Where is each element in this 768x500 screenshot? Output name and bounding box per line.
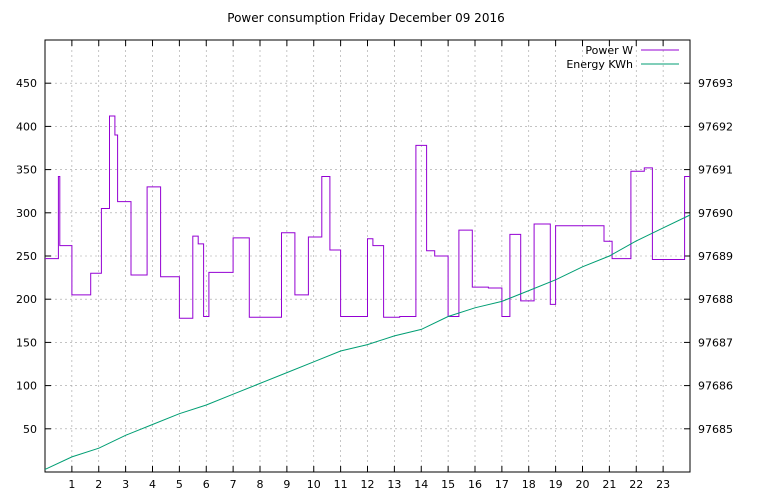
y-tick-label: 450 bbox=[16, 77, 37, 90]
x-tick-label: 11 bbox=[334, 478, 348, 491]
x-tick-label: 22 bbox=[629, 478, 643, 491]
chart-title: Power consumption Friday December 09 201… bbox=[227, 11, 504, 25]
y-tick-label: 200 bbox=[16, 293, 37, 306]
x-tick-label: 5 bbox=[176, 478, 183, 491]
x-tick-label: 3 bbox=[122, 478, 129, 491]
x-tick-label: 8 bbox=[257, 478, 264, 491]
x-tick-label: 14 bbox=[414, 478, 428, 491]
x-tick-label: 7 bbox=[230, 478, 237, 491]
legend: Power W Energy KWh bbox=[566, 44, 679, 71]
grid bbox=[45, 40, 690, 472]
x-tick-label: 19 bbox=[549, 478, 563, 491]
x-tick-label: 4 bbox=[149, 478, 156, 491]
y2-tick-label: 97692 bbox=[698, 120, 733, 133]
x-tick-label: 1 bbox=[68, 478, 75, 491]
y-tick-label: 250 bbox=[16, 250, 37, 263]
x-tick-label: 10 bbox=[307, 478, 321, 491]
x-tick-label: 17 bbox=[495, 478, 509, 491]
series-line-energy-kwh bbox=[44, 214, 691, 470]
y2-tick-label: 97691 bbox=[698, 164, 733, 177]
y-tick-label: 50 bbox=[23, 423, 37, 436]
y2-tick-label: 97690 bbox=[698, 207, 733, 220]
y-tick-label: 150 bbox=[16, 336, 37, 349]
y-tick-label: 350 bbox=[16, 164, 37, 177]
x-tick-label: 18 bbox=[522, 478, 536, 491]
ticks: 1 2 3 4 5 6 7 8 9 10 11 12 13 14 15 16 17 18 19 20 21 22 23501… bbox=[16, 40, 733, 491]
y2-tick-label: 97693 bbox=[698, 77, 733, 90]
x-tick-label: 15 bbox=[441, 478, 455, 491]
series bbox=[44, 115, 691, 470]
x-tick-label: 6 bbox=[203, 478, 210, 491]
y-tick-label: 100 bbox=[16, 380, 37, 393]
y2-tick-label: 97687 bbox=[698, 336, 733, 349]
y2-tick-label: 97689 bbox=[698, 250, 733, 263]
y2-tick-label: 97686 bbox=[698, 380, 733, 393]
x-tick-label: 23 bbox=[656, 478, 670, 491]
x-tick-label: 13 bbox=[387, 478, 401, 491]
series-line-power-w bbox=[45, 115, 690, 319]
x-tick-label: 21 bbox=[602, 478, 616, 491]
y2-tick-label: 97688 bbox=[698, 293, 733, 306]
y-tick-label: 400 bbox=[16, 120, 37, 133]
x-tick-label: 2 bbox=[95, 478, 102, 491]
x-tick-label: 9 bbox=[283, 478, 290, 491]
y-tick-label: 300 bbox=[16, 207, 37, 220]
x-tick-label: 12 bbox=[361, 478, 375, 491]
legend-power-label: Power W bbox=[585, 44, 633, 57]
x-tick-label: 20 bbox=[576, 478, 590, 491]
x-tick-label: 16 bbox=[468, 478, 482, 491]
legend-energy-label: Energy KWh bbox=[566, 58, 633, 71]
y2-tick-label: 97685 bbox=[698, 423, 733, 436]
